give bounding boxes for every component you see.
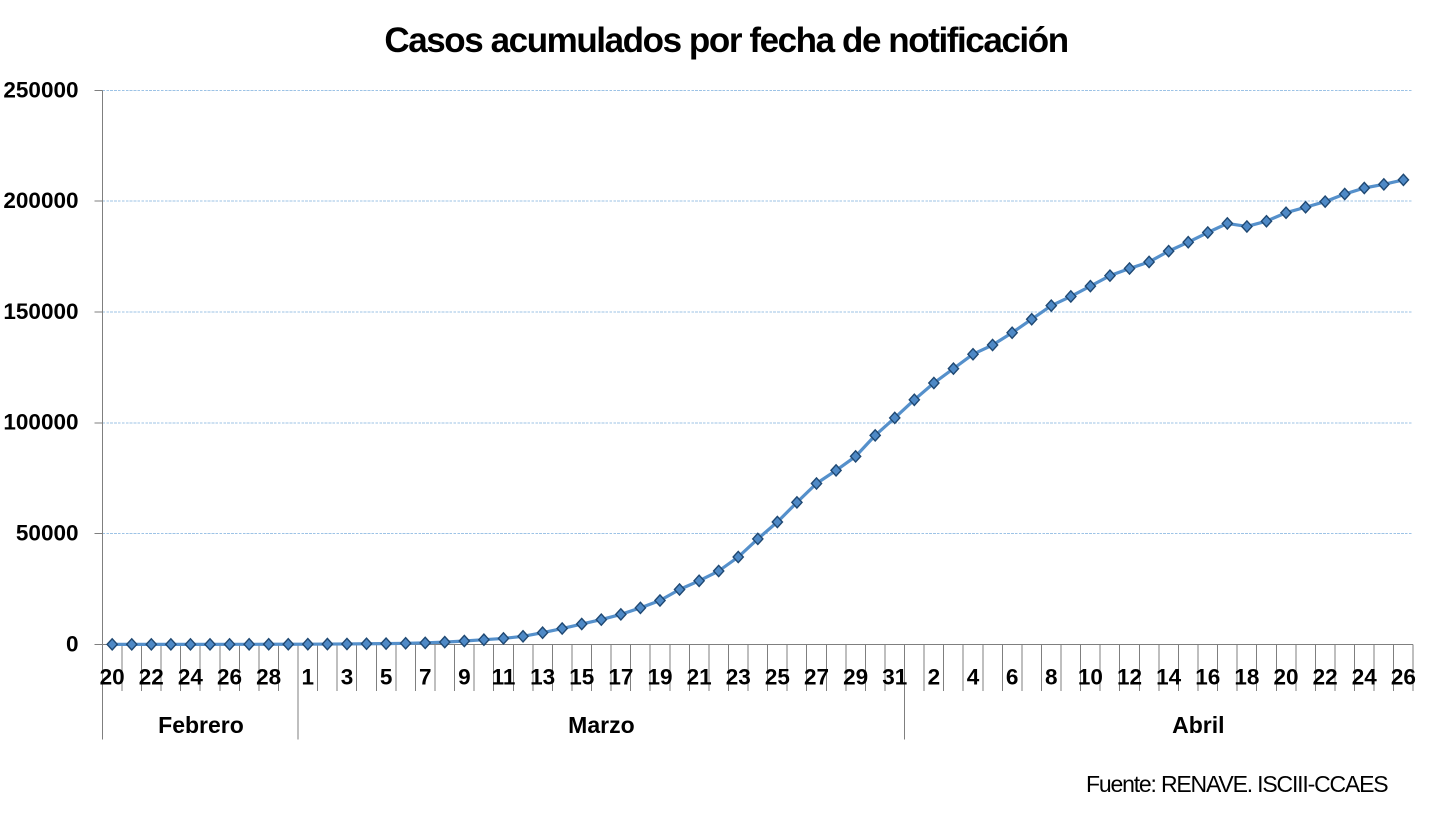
svg-text:20: 20 xyxy=(1274,664,1299,689)
svg-text:9: 9 xyxy=(458,664,471,689)
svg-text:23: 23 xyxy=(726,664,751,689)
svg-text:Fuente: RENAVE. ISCIII-CCAES: Fuente: RENAVE. ISCIII-CCAES xyxy=(1086,771,1388,797)
svg-text:12: 12 xyxy=(1117,664,1142,689)
svg-text:16: 16 xyxy=(1195,664,1220,689)
svg-text:7: 7 xyxy=(419,664,432,689)
svg-text:31: 31 xyxy=(882,664,907,689)
svg-text:50000: 50000 xyxy=(16,521,79,546)
svg-text:18: 18 xyxy=(1234,664,1259,689)
svg-text:13: 13 xyxy=(530,664,555,689)
svg-text:Casos acumulados por fecha de: Casos acumulados por fecha de notificaci… xyxy=(384,21,1067,60)
svg-text:25: 25 xyxy=(765,664,790,689)
svg-text:26: 26 xyxy=(217,664,242,689)
svg-text:20: 20 xyxy=(100,664,125,689)
svg-text:19: 19 xyxy=(647,664,672,689)
svg-text:24: 24 xyxy=(178,664,204,689)
svg-text:200000: 200000 xyxy=(3,188,78,213)
svg-text:24: 24 xyxy=(1352,664,1378,689)
svg-text:17: 17 xyxy=(608,664,633,689)
svg-text:250000: 250000 xyxy=(3,77,78,102)
svg-text:6: 6 xyxy=(1006,664,1019,689)
svg-text:8: 8 xyxy=(1045,664,1058,689)
svg-text:150000: 150000 xyxy=(3,299,78,324)
svg-text:0: 0 xyxy=(66,631,79,656)
svg-text:28: 28 xyxy=(256,664,281,689)
svg-text:27: 27 xyxy=(804,664,829,689)
svg-text:26: 26 xyxy=(1391,664,1416,689)
svg-text:14: 14 xyxy=(1156,664,1182,689)
svg-text:3: 3 xyxy=(341,664,354,689)
svg-text:5: 5 xyxy=(380,664,393,689)
svg-text:100000: 100000 xyxy=(3,410,78,435)
svg-text:10: 10 xyxy=(1078,664,1103,689)
svg-text:29: 29 xyxy=(843,664,868,689)
svg-text:2: 2 xyxy=(928,664,941,689)
svg-text:Febrero: Febrero xyxy=(158,712,244,738)
svg-text:1: 1 xyxy=(302,664,315,689)
svg-text:Marzo: Marzo xyxy=(568,712,634,738)
svg-text:4: 4 xyxy=(967,664,980,689)
svg-text:21: 21 xyxy=(687,664,712,689)
svg-text:22: 22 xyxy=(1313,664,1338,689)
svg-text:11: 11 xyxy=(492,664,516,689)
svg-text:Abril: Abril xyxy=(1172,712,1224,738)
svg-text:22: 22 xyxy=(139,664,164,689)
svg-text:15: 15 xyxy=(569,664,594,689)
